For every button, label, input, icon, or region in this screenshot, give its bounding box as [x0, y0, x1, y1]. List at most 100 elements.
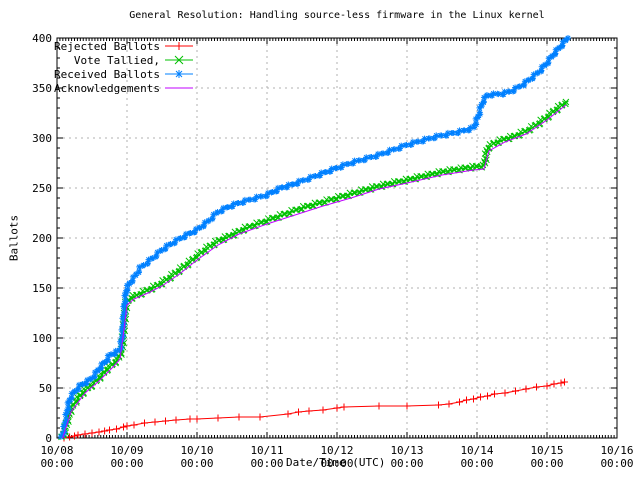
data-marker [417, 173, 425, 180]
data-marker [279, 184, 286, 191]
data-marker [433, 132, 440, 139]
data-marker [172, 236, 179, 243]
data-marker [101, 359, 108, 365]
data-marker [391, 146, 398, 153]
data-marker [501, 88, 508, 95]
data-marker [530, 71, 537, 78]
data-marker [506, 88, 513, 95]
legend: Rejected Ballots Vote Tallied, Received Ba… [28, 39, 194, 95]
legend-sample-line [165, 70, 193, 78]
data-marker [269, 189, 276, 195]
data-marker [63, 417, 70, 424]
x-axis-label: Date/Time (UTC) [286, 456, 386, 469]
data-marker [167, 241, 174, 247]
data-marker [284, 410, 292, 418]
data-marker [495, 91, 502, 98]
data-marker [158, 247, 165, 253]
data-marker [112, 351, 119, 358]
x-tick-label: 10/12 00:00 [320, 444, 354, 470]
data-marker [318, 169, 325, 176]
data-marker [61, 428, 67, 435]
data-marker [450, 130, 457, 136]
data-marker [57, 433, 64, 440]
data-marker [428, 170, 435, 178]
data-marker [340, 403, 348, 411]
data-marker [397, 145, 403, 152]
data-marker [205, 217, 212, 224]
data-marker [549, 52, 556, 59]
data-marker [104, 352, 111, 359]
data-marker [126, 280, 133, 286]
data-marker [98, 360, 105, 367]
data-marker [145, 256, 152, 263]
data-marker [319, 406, 327, 414]
y-tick-label: 0 [45, 432, 52, 445]
data-marker [530, 75, 536, 82]
data-marker [66, 397, 73, 403]
data-marker [295, 408, 302, 416]
data-marker [521, 81, 528, 88]
data-marker [562, 100, 569, 108]
data-marker [95, 428, 103, 436]
data-marker [101, 427, 109, 435]
data-marker [253, 193, 260, 200]
data-marker [75, 385, 82, 392]
data-marker [162, 417, 169, 425]
data-marker [559, 42, 566, 49]
data-marker [361, 186, 369, 193]
y-tick-label: 200 [32, 232, 52, 245]
data-marker [123, 422, 131, 430]
data-marker [241, 196, 248, 203]
data-marker [59, 431, 66, 437]
x-tick-label: 10/08 00:00 [40, 444, 74, 470]
data-marker [163, 242, 170, 249]
data-marker [303, 202, 311, 210]
data-marker [470, 395, 477, 403]
data-marker [247, 196, 254, 203]
data-marker [345, 160, 352, 167]
data-marker [122, 309, 129, 316]
data-marker [467, 124, 474, 131]
data-marker [87, 375, 94, 382]
data-marker [350, 160, 357, 167]
data-marker [456, 398, 463, 406]
data-marker [534, 69, 541, 76]
x-tick-label: 10/14 00:00 [460, 444, 494, 470]
data-marker [438, 132, 445, 139]
data-marker [317, 172, 324, 179]
data-marker [122, 296, 129, 303]
legend-label: Acknowledgements [54, 81, 160, 95]
data-marker [562, 98, 570, 106]
data-marker [565, 35, 571, 41]
data-marker [124, 286, 131, 293]
data-marker [421, 135, 428, 142]
data-marker [88, 429, 96, 437]
data-marker [444, 129, 451, 136]
data-marker [151, 418, 159, 426]
data-marker [398, 142, 405, 149]
data-marker [224, 204, 231, 210]
data-marker [64, 409, 71, 416]
data-marker [285, 210, 293, 217]
data-marker [456, 127, 463, 134]
data-marker [538, 63, 545, 70]
data-marker [113, 425, 120, 433]
data-marker [327, 196, 334, 203]
data-marker [98, 364, 105, 371]
data-marker [72, 399, 80, 406]
data-marker [117, 343, 124, 350]
data-marker [285, 181, 292, 188]
data-marker [552, 50, 559, 57]
x-tick-label: 10/15 00:00 [530, 444, 564, 470]
data-marker [525, 76, 532, 83]
data-marker [284, 184, 291, 191]
data-marker [121, 308, 128, 315]
data-marker [338, 164, 345, 171]
data-marker [91, 369, 98, 376]
data-marker [461, 127, 468, 134]
data-marker [339, 161, 346, 168]
data-marker [561, 378, 568, 386]
data-marker [235, 413, 243, 421]
